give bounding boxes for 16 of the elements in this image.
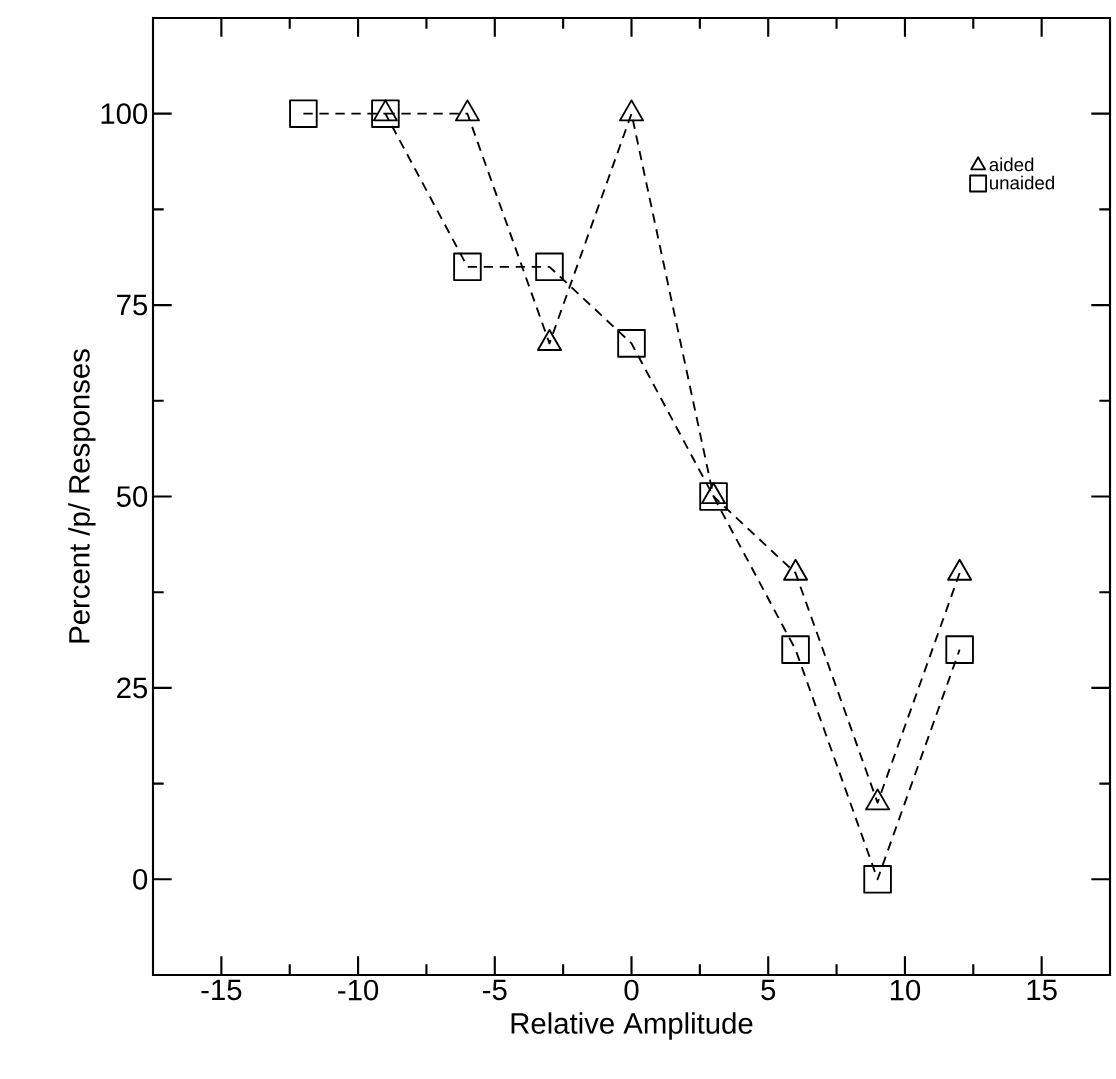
x-tick-label: 10 [890, 979, 921, 1001]
x-tick-label: -10 [338, 979, 379, 1001]
y-tick-label: 0 [133, 868, 148, 890]
legend-label: aided [989, 157, 1034, 172]
x-tick-label: -5 [483, 979, 507, 1001]
y-tick-label: 75 [117, 294, 148, 316]
y-tick-label: 25 [117, 677, 148, 699]
x-axis-title: Relative Amplitude [511, 1012, 753, 1040]
y-tick-label: 100 [101, 103, 148, 125]
legend-label: unaided [990, 175, 1054, 190]
y-tick-label: 50 [116, 486, 148, 507]
y-axis-title: Percent /p/ Responses [68, 349, 96, 643]
x-tick-label: 0 [624, 979, 639, 1001]
x-tick-label: 5 [761, 979, 776, 1001]
x-tick-label: 15 [1027, 979, 1057, 1001]
x-tick-label: -15 [201, 979, 242, 1001]
